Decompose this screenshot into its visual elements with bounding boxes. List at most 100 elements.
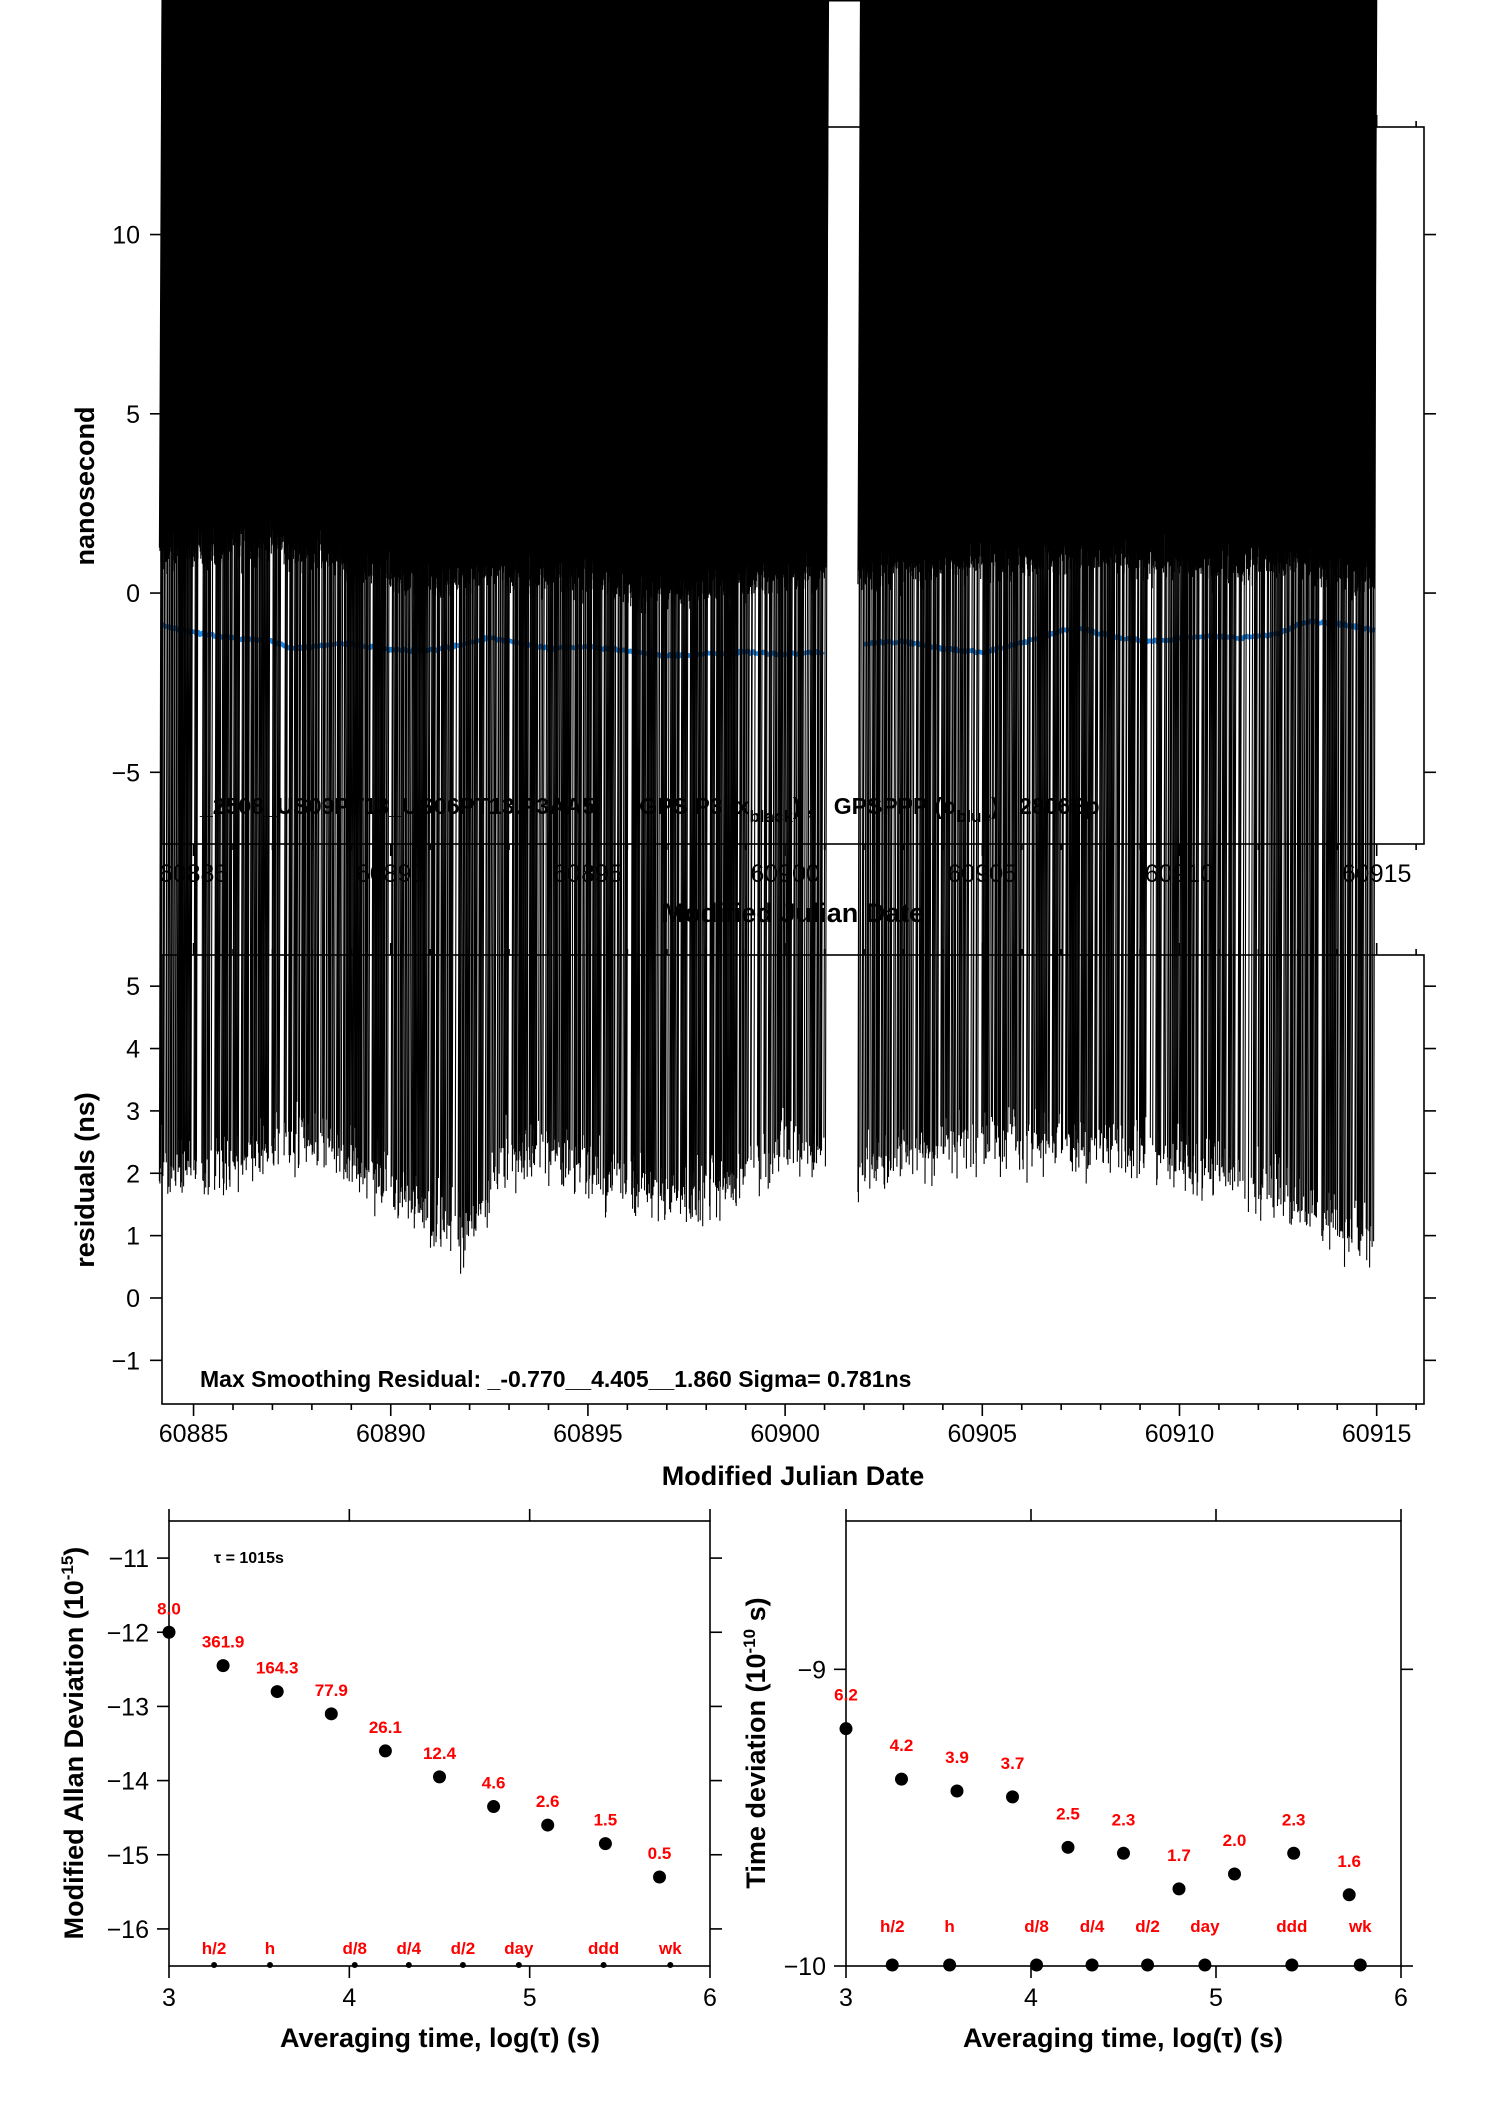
adev-marker-dot — [600, 1962, 607, 1968]
mid-y-tick-label: 1 — [126, 1223, 140, 1251]
tdev-point-label: 2.5 — [1056, 1804, 1080, 1823]
tdev-point-label: 4.2 — [890, 1736, 914, 1755]
tdev-point-label: 2.3 — [1112, 1810, 1136, 1829]
top-y-tick-label: 5 — [126, 401, 140, 429]
tdev-points: 6.2 4.2 3.9 3.7 2.5 2.3 1.7 2.0 2.3 1.6 h/2 h d/8 d/4… — [834, 1686, 1372, 1972]
tdev-marker-dot — [1353, 1958, 1367, 1972]
middle-panel: 60885 60890 60895 60900 60905 60910 60915 −1 0 1 2… — [70, 1, 1436, 1491]
tdev-y-axis-title: Time deviation (10-10 s) — [740, 1597, 771, 1888]
tdev-marker-label: d/2 — [1135, 1917, 1160, 1936]
tdev-point — [1287, 1846, 1301, 1860]
adev-point — [433, 1770, 446, 1784]
mid-y-tick-label: 2 — [126, 1160, 140, 1188]
adev-y-tick-label: −12 — [107, 1619, 149, 1647]
adev-y-tick-label: −11 — [108, 1545, 149, 1573]
tdev-point — [895, 1772, 908, 1786]
tdev-plot-frame — [845, 1520, 1402, 1967]
adev-point — [541, 1818, 555, 1832]
adev-y-tick-label: −13 — [107, 1693, 149, 1721]
adev-marker-dot — [515, 1962, 522, 1968]
mid-y-tick-label: 5 — [126, 973, 140, 1001]
tdev-marker-dot — [1285, 1958, 1299, 1972]
tdev-y-axis-title-main: Time deviation (10 — [741, 1654, 771, 1889]
tdev-marker-dot — [1085, 1958, 1099, 1972]
adev-point — [324, 1707, 338, 1721]
adev-x-axis-title: Averaging time, log(τ) (s) — [280, 2023, 600, 2053]
adev-marker-label: day — [504, 1939, 534, 1958]
tdev-point — [1172, 1882, 1186, 1896]
adev-tau-note: τ = 1015s — [214, 1550, 284, 1567]
top-blue-line — [160, 622, 825, 659]
mid-y-tick-label: 4 — [126, 1036, 140, 1064]
adev-point-label: 1.5 — [594, 1811, 618, 1830]
top-y-tick-label: 10 — [112, 222, 140, 250]
tdev-x-tick-label: 6 — [1394, 1984, 1408, 2012]
adev-y-axis-title: Modified Allan Deviation (10-15) — [58, 1547, 89, 1940]
tdev-marker-dot — [1141, 1958, 1155, 1972]
adev-point — [216, 1659, 230, 1673]
adev-point-label: 0.5 — [648, 1844, 672, 1863]
mid-ticks: 60885 60890 60895 60900 60905 60910 60915 −1 0 1 2… — [111, 943, 1436, 1448]
tdev-marker-label: day — [1190, 1917, 1220, 1936]
tdev-point — [839, 1722, 853, 1736]
tdev-y-axis-title-sup: -10 — [740, 1629, 759, 1654]
mid-x-tick-label: 60910 — [1145, 1420, 1215, 1448]
mid-y-axis-title: residuals (ns) — [70, 1092, 100, 1268]
mid-y-tick-label: −1 — [111, 1347, 140, 1375]
tdev-x-tick-label: 3 — [839, 1984, 853, 2012]
adev-marker-label: d/8 — [342, 1939, 367, 1958]
tdev-point-label: 2.3 — [1282, 1810, 1306, 1829]
adev-marker-label: wk — [658, 1939, 682, 1958]
adev-marker-label: d/2 — [451, 1939, 476, 1958]
top-x-tick-label: 60910 — [1145, 860, 1215, 888]
tdev-marker-label: h/2 — [880, 1917, 905, 1936]
tdev-point — [1342, 1888, 1356, 1902]
adev-y-axis-title-end: ) — [59, 1547, 89, 1556]
adev-marker-label: d/4 — [397, 1939, 422, 1958]
tdev-point — [1006, 1790, 1019, 1804]
tdev-point-label: 2.0 — [1223, 1831, 1247, 1850]
top-annotation-name: _2508_US09PT13_US06PT13.P3AA5 — [199, 793, 595, 819]
tdev-point-label: 3.7 — [1001, 1754, 1025, 1773]
adev-x-tick-label: 3 — [162, 1984, 176, 2012]
adev-marker-label: h — [265, 1939, 275, 1958]
adev-point — [653, 1870, 667, 1884]
adev-marker-dot — [405, 1962, 412, 1968]
adev-y-axis-title-sup: -15 — [58, 1556, 77, 1581]
tdev-point-label: 1.6 — [1337, 1852, 1361, 1871]
adev-point — [598, 1837, 612, 1851]
mid-x-tick-label: 60890 — [356, 1420, 426, 1448]
adev-x-tick-label: 6 — [703, 1984, 717, 2012]
adev-point-label: 2.6 — [536, 1792, 560, 1811]
tdev-point — [950, 1784, 964, 1798]
adev-point-label: 77.9 — [315, 1681, 348, 1700]
tdev-point — [1228, 1867, 1241, 1881]
tdev-y-axis-title-end: s) — [741, 1597, 771, 1629]
adev-marker-dot — [459, 1962, 466, 1968]
mid-y-tick-label: 0 — [126, 1285, 140, 1313]
tdev-x-tick-label: 4 — [1024, 1984, 1038, 2012]
mid-x-tick-label: 60895 — [553, 1420, 623, 1448]
tdev-ticks: 3 4 5 6 −10 −9 — [784, 1509, 1413, 2012]
tdev-x-axis-title: Averaging time, log(τ) (s) — [963, 2023, 1283, 2053]
adev-x-tick-label: 5 — [523, 1984, 537, 2012]
top-y-tick-label: −5 — [111, 759, 140, 787]
tdev-y-tick-label: −10 — [784, 1953, 826, 1981]
tdev-marker-dot — [943, 1958, 957, 1972]
adev-ticks: 3 4 5 6 −16 −15 −14 −13 −12 −11 — [107, 1509, 722, 2012]
adev-point-label: 8.0 — [157, 1599, 181, 1618]
adev-point-label: 164.3 — [256, 1659, 299, 1678]
adev-point — [162, 1625, 176, 1639]
tdev-y-tick-label: −9 — [797, 1656, 826, 1684]
adev-y-tick-label: −14 — [107, 1768, 150, 1796]
tdev-panel: 3 4 5 6 −10 −9 6.2 4.2 3.9 3.7 2.5 2.3 1.7 2.0 2.3 1.6… — [740, 1509, 1413, 2053]
top-y-tick-label: 0 — [126, 580, 140, 608]
tdev-marker-dot — [1198, 1958, 1212, 1972]
adev-y-tick-label: −15 — [107, 1842, 149, 1870]
adev-point-label: 4.6 — [482, 1774, 506, 1793]
mid-x-tick-label: 60905 — [948, 1420, 1018, 1448]
adev-plot-frame — [168, 1520, 711, 1967]
adev-point — [270, 1685, 284, 1699]
mid-annotation: Max Smoothing Residual: _-0.770__4.405__… — [200, 1366, 911, 1392]
mid-plot-frame — [161, 954, 1425, 1405]
